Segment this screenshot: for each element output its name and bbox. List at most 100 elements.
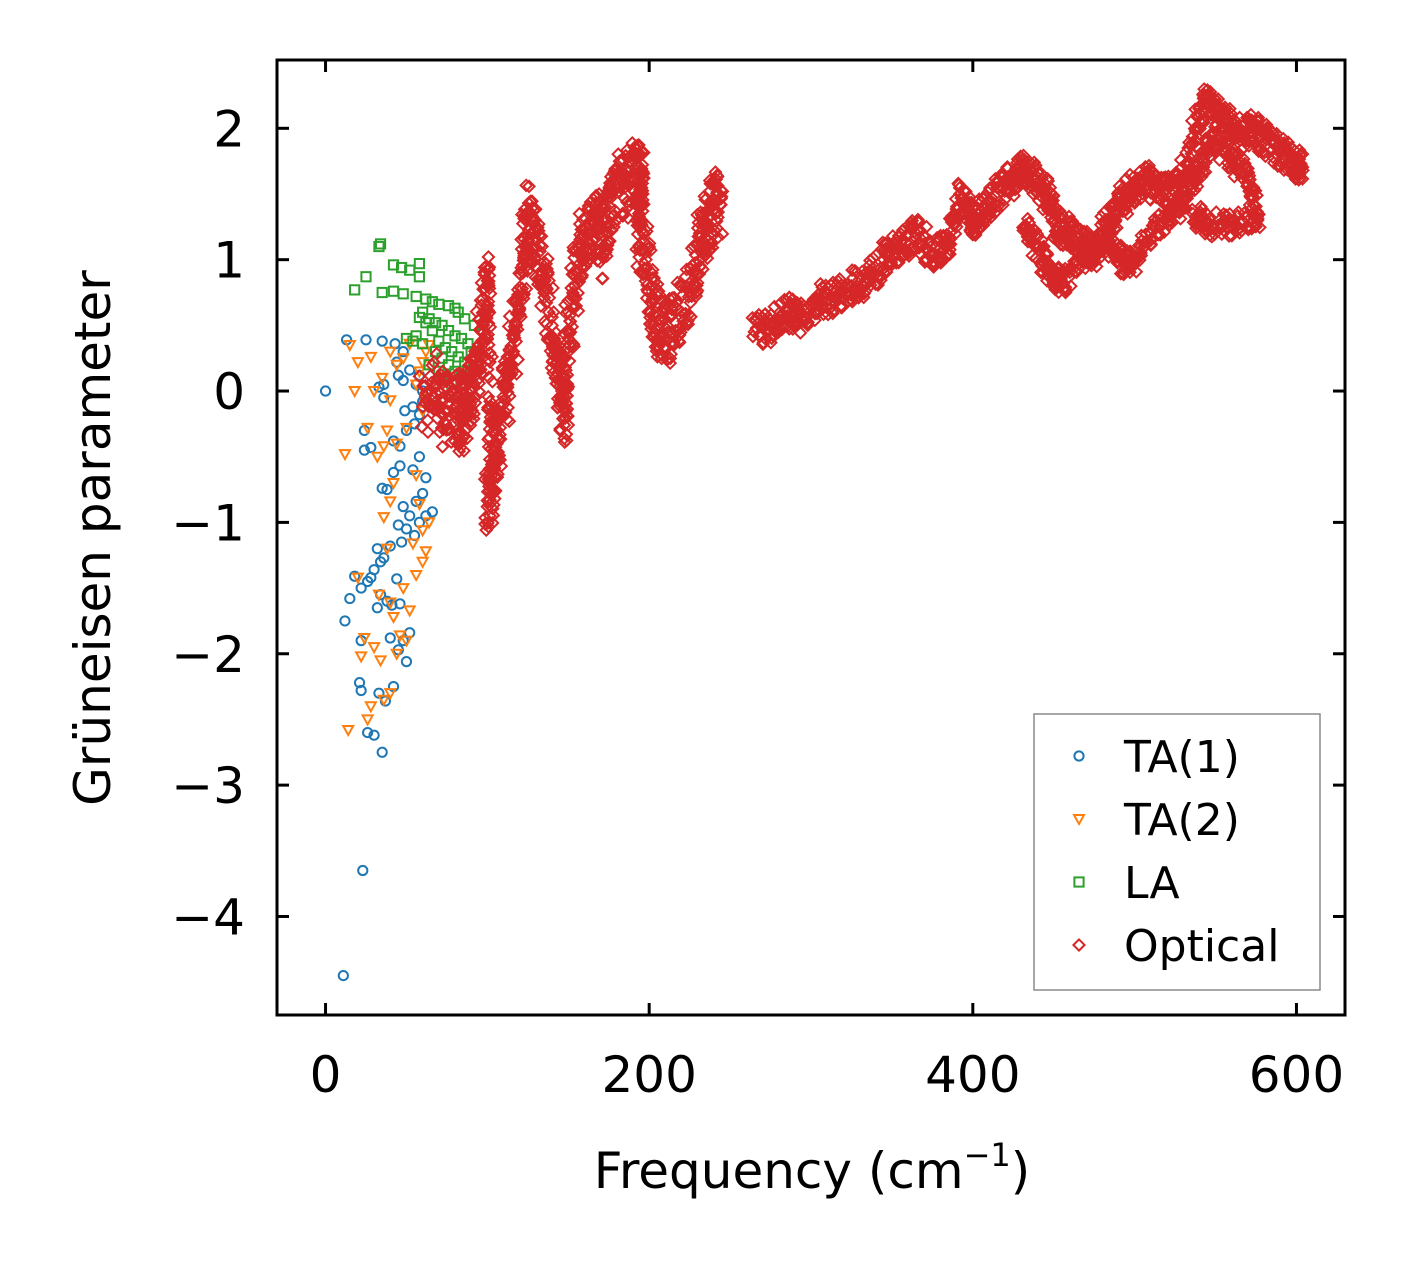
data-point — [480, 499, 495, 514]
data-point — [485, 374, 500, 389]
data-point — [1159, 196, 1174, 211]
data-point — [1114, 252, 1129, 267]
data-point — [442, 300, 455, 312]
data-point — [400, 332, 413, 345]
data-point — [502, 389, 517, 404]
axis-ticks: 0 200 400 600 2 1 0 −1 −2 −3 −4 — [171, 60, 1345, 1104]
data-point — [1184, 138, 1199, 153]
data-point — [1211, 110, 1226, 125]
data-point — [372, 589, 386, 602]
data-point — [650, 349, 665, 364]
data-point — [493, 420, 508, 435]
y-tick-label: −1 — [171, 494, 245, 552]
data-point — [573, 227, 588, 242]
data-point — [637, 261, 652, 276]
y-tick-label: −2 — [171, 626, 245, 684]
data-point — [832, 272, 847, 287]
data-point — [396, 353, 410, 366]
data-point — [420, 472, 432, 484]
data-point — [454, 432, 469, 447]
data-point — [344, 592, 356, 605]
data-point — [431, 400, 446, 415]
data-point — [559, 427, 574, 442]
data-point — [664, 309, 679, 324]
data-point — [687, 265, 702, 280]
data-point — [571, 303, 586, 318]
data-point — [396, 583, 410, 596]
data-point — [554, 384, 569, 399]
data-point — [1143, 233, 1158, 248]
legend-marker — [1073, 750, 1085, 762]
data-point — [941, 236, 956, 251]
data-point — [638, 252, 653, 267]
data-point — [404, 264, 416, 276]
data-point — [454, 410, 469, 425]
data-point — [360, 422, 375, 435]
data-point — [383, 496, 397, 509]
data-point — [1085, 253, 1100, 268]
x-tick-label: 0 — [310, 1046, 342, 1104]
data-point — [1224, 219, 1239, 234]
legend-label: LA — [1124, 858, 1180, 909]
data-point — [679, 262, 694, 277]
data-point — [513, 309, 528, 324]
data-point — [1189, 121, 1204, 136]
data-point — [1028, 223, 1043, 238]
data-point — [394, 598, 406, 610]
data-point — [377, 694, 391, 707]
data-point — [1198, 226, 1213, 241]
y-axis-label: Grüneisen parameter — [64, 270, 122, 806]
data-point — [793, 325, 808, 340]
data-point — [1205, 134, 1220, 149]
data-point — [1269, 126, 1284, 141]
data-point — [600, 234, 615, 249]
series-ta-2- — [338, 338, 436, 738]
data-point — [360, 334, 372, 346]
data-point — [1248, 183, 1263, 198]
series-optical — [412, 82, 1310, 538]
data-point — [1241, 138, 1256, 153]
data-point — [674, 305, 689, 320]
data-point — [539, 282, 554, 297]
y-tick-label: −4 — [171, 888, 245, 946]
data-point — [396, 261, 408, 274]
data-point — [428, 385, 443, 401]
data-point — [693, 239, 708, 254]
data-point — [1030, 180, 1045, 195]
data-point — [1295, 171, 1310, 186]
data-point — [822, 301, 837, 316]
data-point — [409, 470, 423, 483]
data-point — [590, 213, 605, 228]
data-point — [972, 192, 987, 207]
data-point — [370, 451, 385, 464]
data-point — [397, 288, 409, 300]
data-point — [349, 570, 361, 582]
data-point — [368, 564, 380, 576]
data-point — [477, 305, 492, 320]
legend-item: LA — [1073, 858, 1180, 909]
data-point — [969, 219, 984, 234]
data-point — [383, 688, 397, 701]
data-point — [426, 506, 438, 518]
data-point — [1062, 226, 1077, 241]
data-point — [384, 632, 396, 644]
data-point — [319, 385, 332, 397]
data-point — [487, 485, 502, 500]
data-point — [645, 292, 660, 307]
data-point — [526, 247, 541, 262]
legend-label: TA(2) — [1123, 795, 1240, 846]
data-point — [1069, 265, 1084, 280]
data-point — [503, 357, 518, 372]
data-point — [420, 425, 435, 440]
data-point — [399, 422, 414, 435]
data-point — [629, 213, 644, 228]
data-point — [480, 515, 495, 530]
data-point — [560, 409, 575, 424]
data-point — [767, 299, 782, 314]
data-point — [426, 296, 438, 308]
data-point — [376, 286, 388, 299]
data-point — [399, 635, 414, 648]
data-point — [375, 372, 389, 385]
data-point — [364, 701, 378, 714]
